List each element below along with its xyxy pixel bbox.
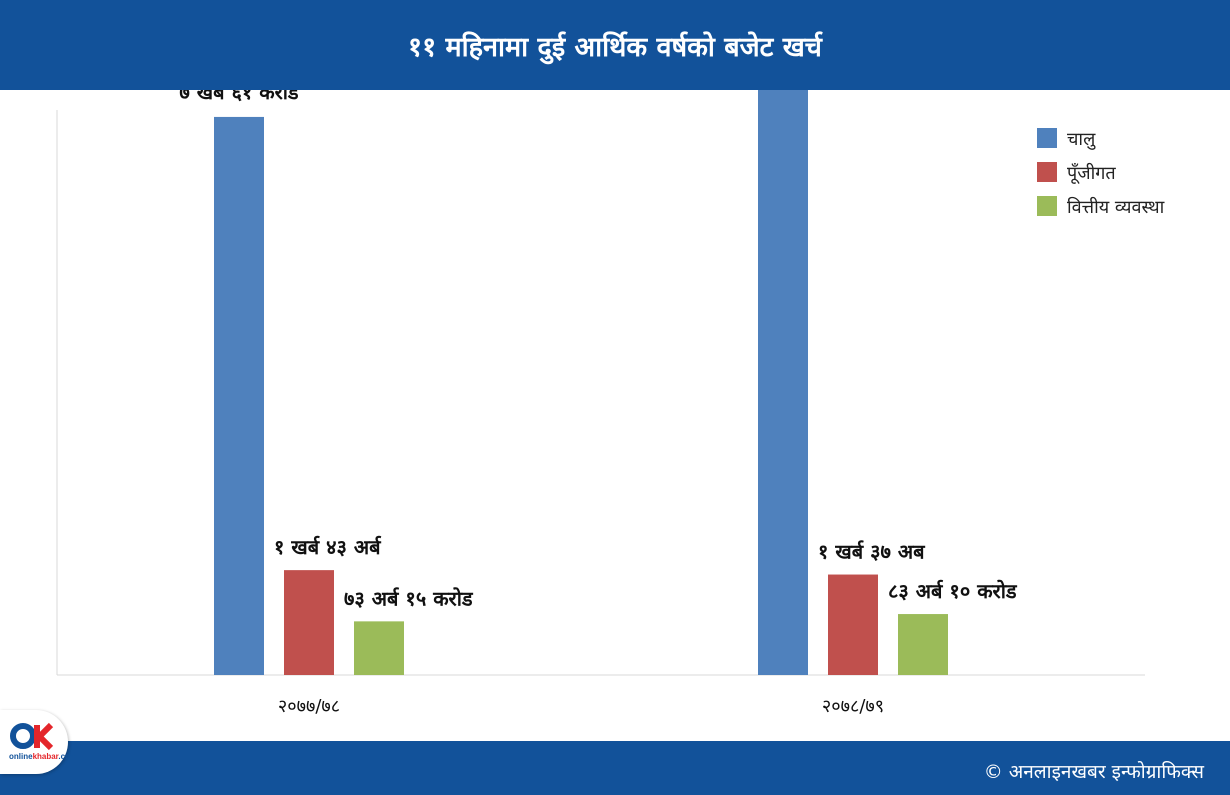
data-label-3-2: ८३ अर्ब १० करोड xyxy=(888,579,1018,603)
logo-mark-icon xyxy=(10,722,54,751)
legend-label-3: वित्तीय व्यवस्था xyxy=(1067,196,1165,218)
legend-swatch-1 xyxy=(1037,128,1057,148)
legend-swatch-2 xyxy=(1037,162,1057,182)
logo-wordmark: onlinekhabar.com xyxy=(9,752,77,761)
chart-title: ११ महिनामा दुई आर्थिक वर्षको बजेट खर्च xyxy=(408,31,822,63)
data-label-2-2: १ खर्ब ३७ अब xyxy=(818,540,926,564)
data-label-1-1: ७ खर्ब ६१ करोड xyxy=(179,90,300,104)
legend-label-1: चालु xyxy=(1067,129,1096,150)
copyright-icon: © xyxy=(983,761,1003,783)
logo-word-com: .com xyxy=(58,752,78,761)
legend-swatch-3 xyxy=(1037,196,1057,216)
x-tick-label-1: २०७७/७८ xyxy=(278,696,340,717)
credit-label: अनलाइनखबर इन्फोग्राफिक्स xyxy=(1008,761,1204,783)
bar-1-1 xyxy=(214,116,264,675)
logo-word-online: online xyxy=(9,752,33,761)
data-label-2-1: १ खर्ब ४३ अर्ब xyxy=(274,535,382,559)
header-bar: ११ महिनामा दुई आर्थिक वर्षको बजेट खर्च xyxy=(0,0,1230,90)
bar-3-1 xyxy=(354,621,404,675)
x-tick-label-2: २०७८/७९ xyxy=(822,696,884,717)
logo-word-khabar: khabar xyxy=(32,752,59,761)
bar-1-2 xyxy=(758,90,808,676)
bar-chart: ७ खर्ब ६१ करोड १ खर्ब ४३ अर्ब ७३ अर्ब १५ क… xyxy=(56,90,1165,717)
footer-bar: © अनलाइनखबर इन्फोग्राफिक्स xyxy=(0,741,1230,795)
legend-label-2: पूँजीगत xyxy=(1067,162,1116,184)
bar-3-2 xyxy=(898,614,948,675)
data-label-3-1: ७३ अर्ब १५ करोड xyxy=(344,586,474,610)
credit-text: © अनलाइनखबर इन्फोग्राफिक्स xyxy=(984,758,1204,784)
onlinekhabar-logo: onlinekhabar.com xyxy=(0,710,77,774)
bar-2-1 xyxy=(284,570,334,675)
bar-2-2 xyxy=(828,574,878,675)
